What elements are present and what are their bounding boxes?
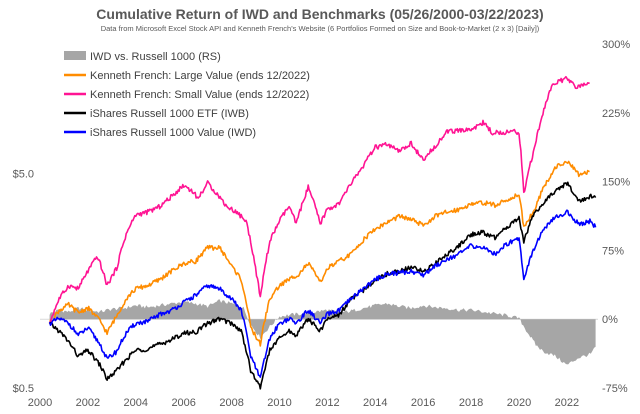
- y-right-tick-label: 75%: [602, 245, 624, 257]
- x-tick-label: 2006: [171, 397, 195, 409]
- x-tick-label: 2012: [315, 397, 339, 409]
- x-tick-label: 2016: [411, 397, 435, 409]
- legend-label: IWD vs. Russell 1000 (RS): [90, 51, 221, 63]
- x-tick-label: 2000: [28, 397, 52, 409]
- chart-title: Cumulative Return of IWD and Benchmarks …: [96, 6, 543, 22]
- x-tick-label: 2020: [507, 397, 531, 409]
- chart-subtitle: Data from Microsoft Excel Stock API and …: [101, 24, 540, 33]
- y-right-tick-label: -75%: [602, 383, 628, 395]
- legend-label: Kenneth French: Small Value (ends 12/202…: [90, 89, 309, 101]
- y-right-tick-label: 0%: [602, 314, 618, 326]
- x-tick-label: 2008: [219, 397, 243, 409]
- x-tick-label: 2004: [124, 397, 148, 409]
- y-right-tick-label: 225%: [602, 108, 630, 120]
- series-area-iwd-vs-russell-1000: [49, 299, 596, 365]
- legend-swatch: [64, 51, 86, 60]
- x-tick-label: 2002: [76, 397, 100, 409]
- y-left-tick-label: $5.0: [13, 168, 34, 180]
- series-line-iwd: [48, 209, 597, 378]
- series-line-iwb: [49, 181, 597, 390]
- series-line-large-value: [48, 160, 590, 347]
- y-right-tick-label: 300%: [602, 39, 630, 51]
- legend: IWD vs. Russell 1000 (RS) Kenneth French:…: [64, 51, 310, 139]
- legend-label: iShares Russell 1000 ETF (IWB): [90, 108, 249, 120]
- x-tick-label: 2018: [459, 397, 483, 409]
- x-tick-label: 2022: [555, 397, 579, 409]
- legend-label: iShares Russell 1000 Value (IWD): [90, 127, 256, 139]
- series-line-small-value: [49, 75, 590, 323]
- plot-area: $5.0 $0.5 300% 225% 150% 75% 0% -75% 2000 2002 200…: [13, 39, 631, 409]
- y-left-tick-label: $0.5: [13, 383, 34, 395]
- y-right-tick-label: 150%: [602, 177, 630, 189]
- x-tick-label: 2014: [363, 397, 387, 409]
- legend-label: Kenneth French: Large Value (ends 12/202…: [90, 70, 310, 82]
- x-tick-label: 2010: [267, 397, 291, 409]
